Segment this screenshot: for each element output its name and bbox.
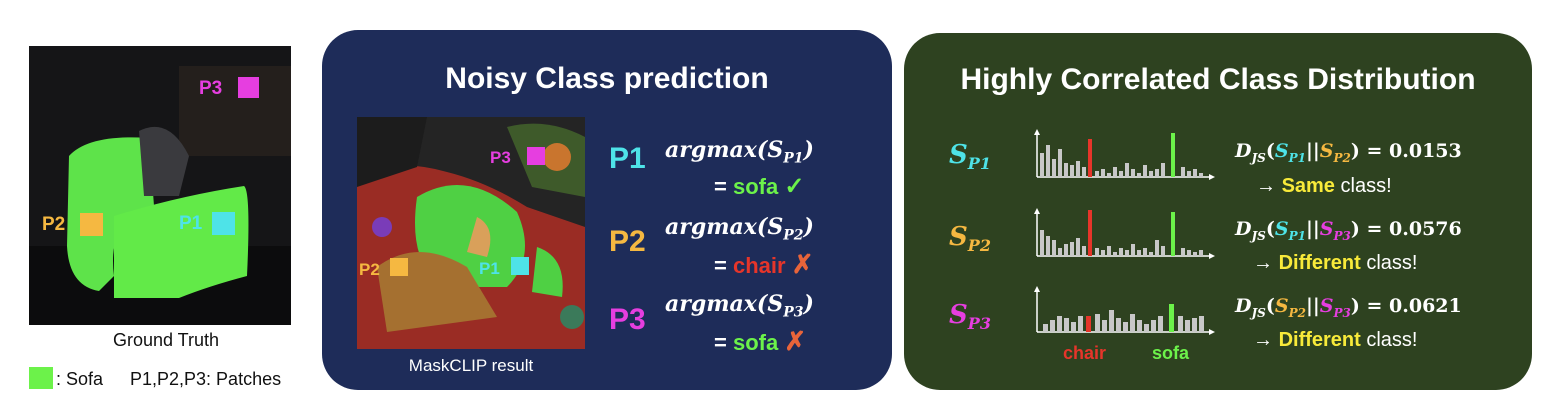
check-icon: ✓ <box>784 173 805 200</box>
djs-p2-p3: DJS(SP2||SP3) = 0.0621 <box>1235 295 1462 320</box>
mc-patch-p1-marker: P1 <box>479 257 529 278</box>
patch-p2-marker: P2 <box>42 213 103 236</box>
cross-icon: ✗ <box>784 326 807 356</box>
verdict-p1-p3: → Different class! <box>1253 252 1418 274</box>
correlated-distribution-panel: Highly Correlated Class Distribution <box>904 33 1532 390</box>
histogram-p2 <box>1034 208 1215 259</box>
mc-patch-p3-marker: P3 <box>490 147 545 167</box>
chair-axis-label: chair <box>1063 343 1107 363</box>
patch-p2-label: P2 <box>42 214 65 235</box>
chair-bar-p1 <box>1088 139 1092 177</box>
patch-p3-label: P3 <box>199 78 222 99</box>
patches-legend-label: P1,P2,P3: Patches <box>130 369 282 389</box>
cross-icon: ✗ <box>791 249 814 279</box>
histogram-p1 <box>1034 129 1215 180</box>
noisy-row-p1-result: = sofa ✓ <box>714 173 805 200</box>
noisy-row-p1-argmax: argmax(SP1) <box>665 137 814 167</box>
mc-patch-p2-marker: P2 <box>359 258 408 279</box>
ground-truth-caption: Ground Truth <box>112 330 220 350</box>
sofa-legend-label: : Sofa <box>56 369 104 389</box>
noisy-row-p2-result: = chair ✗ <box>714 249 814 279</box>
maskclip-result-image: P3 P2 P1 <box>357 117 585 349</box>
sofa-legend-swatch <box>29 367 53 389</box>
maskclip-caption: MaskCLIP result <box>408 356 534 375</box>
sofa-bar-p3 <box>1169 304 1174 332</box>
mc-patch-p3-label: P3 <box>490 148 511 167</box>
verdict-p2-p3: → Different class! <box>1253 329 1418 351</box>
dist-label-p3: SP3 <box>949 300 991 334</box>
noisy-row-p3-result: = sofa ✗ <box>714 326 807 356</box>
noisy-row-p2-label: P2 <box>609 225 646 258</box>
patch-p3-marker: P3 <box>199 77 259 99</box>
djs-p1-p3: DJS(SP1||SP3) = 0.0576 <box>1235 218 1462 243</box>
patch-p1-label: P1 <box>179 213 203 234</box>
dist-label-p1: SP1 <box>949 140 991 174</box>
patch-p1-marker: P1 <box>179 212 235 235</box>
chair-bar-p2 <box>1088 210 1092 256</box>
djs-p1-p2: DJS(SP1||SP2) = 0.0153 <box>1235 140 1462 165</box>
chair-bar-p3 <box>1086 316 1091 332</box>
dist-label-p2: SP2 <box>949 222 991 256</box>
verdict-p1-p2: → Same class! <box>1256 175 1392 197</box>
histogram-p3 <box>1034 286 1215 335</box>
noisy-row-p3-argmax: argmax(SP3) <box>665 291 814 321</box>
sofa-bar-p2 <box>1171 212 1175 256</box>
mc-patch-p1-label: P1 <box>479 259 500 278</box>
panel-title-correlated: Highly Correlated Class Distribution <box>960 63 1476 96</box>
ground-truth-image: P3 P2 P1 <box>29 46 291 325</box>
noisy-row-p3-label: P3 <box>609 303 646 336</box>
sofa-bar-p1 <box>1171 133 1175 177</box>
noisy-row-p1-label: P1 <box>609 142 646 175</box>
noisy-row-p2-argmax: argmax(SP2) <box>665 214 814 244</box>
sofa-axis-label: sofa <box>1152 343 1190 363</box>
panel-title-noisy: Noisy Class prediction <box>445 62 769 95</box>
mc-patch-p2-label: P2 <box>359 260 380 279</box>
